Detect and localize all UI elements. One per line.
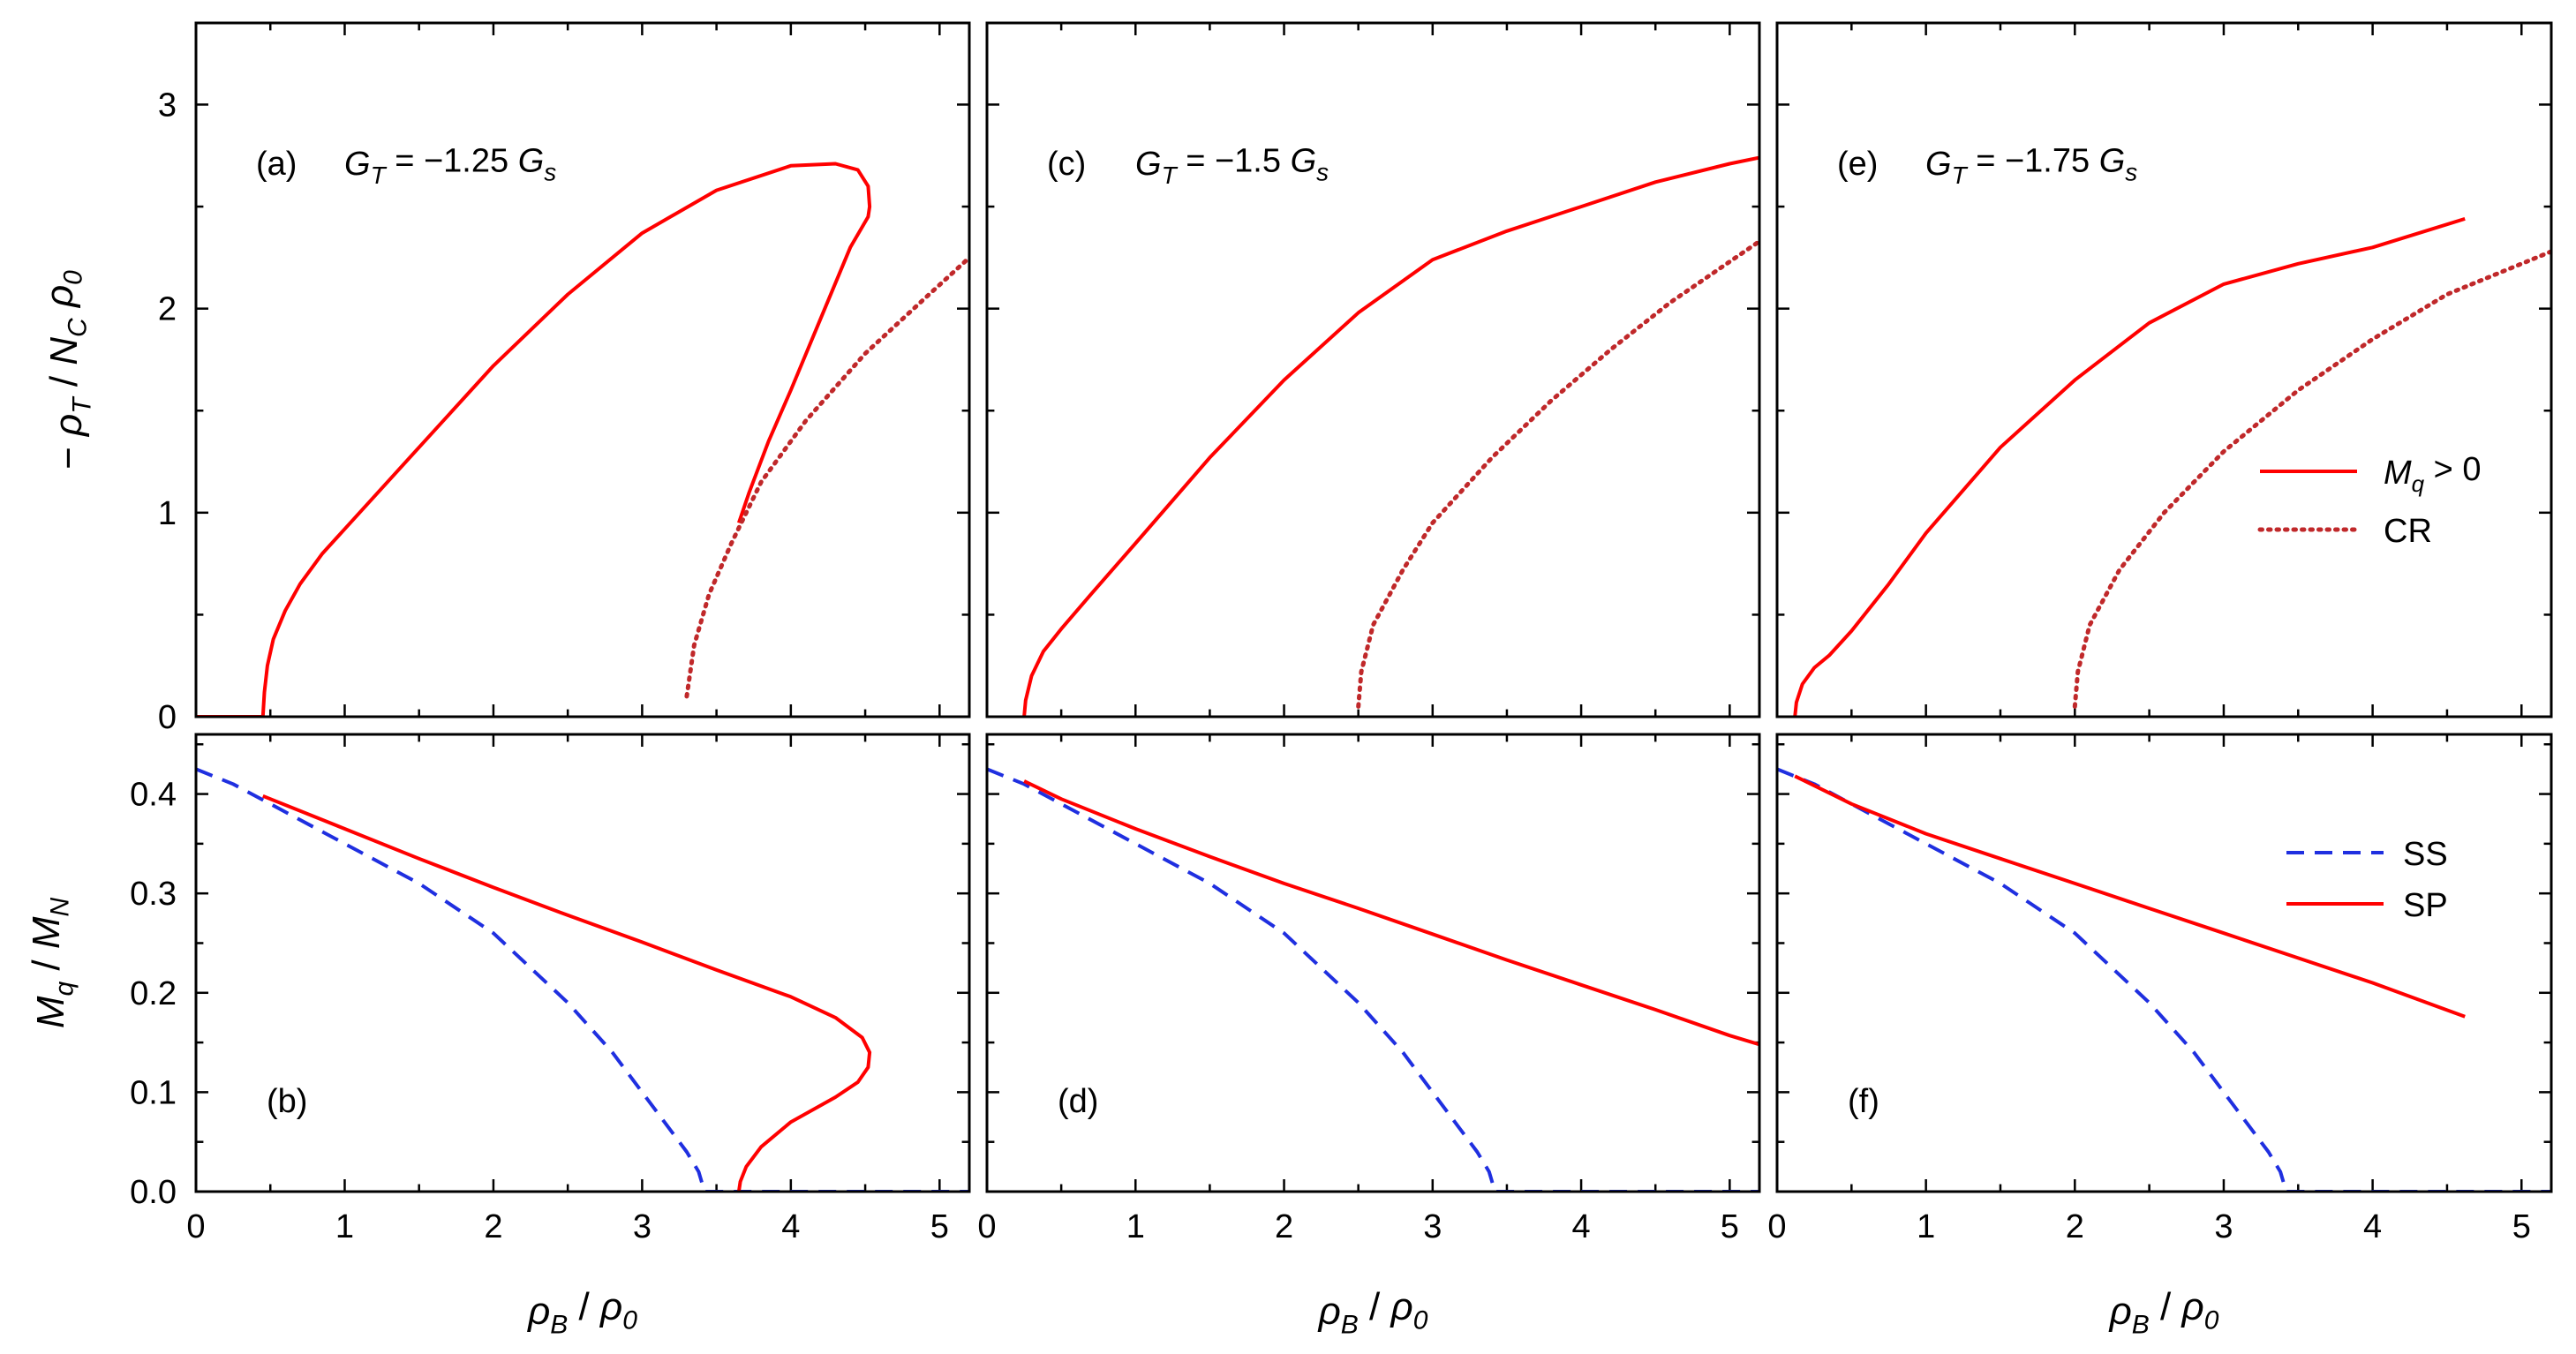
legend-sp-label: SP — [2403, 887, 2448, 924]
panel-c-series-mq-0 — [1022, 155, 1759, 717]
x-tick-label: 2 — [1275, 1208, 1293, 1245]
panel-c-curves — [1022, 155, 1759, 717]
bottom-legend: SS SP — [2286, 836, 2448, 924]
x-tick-label: 4 — [781, 1208, 800, 1245]
x-tick-label: 1 — [335, 1208, 354, 1245]
legend-mq-label: Mq​ > 0 — [2384, 451, 2482, 497]
panel-e-title: GT​ = −1.75 Gs​ — [1925, 143, 2137, 189]
panel-a-title: GT​ = −1.25 Gs​ — [344, 143, 556, 189]
x-tick-label: 3 — [633, 1208, 652, 1245]
panel-b-curves — [196, 767, 969, 1192]
panel-f-label: (f) — [1848, 1083, 1879, 1120]
panel-b-series-sp — [262, 794, 872, 1192]
top-y-axis-label: − ρT​ / NC​ ρ0​ — [38, 270, 96, 470]
x-tick-label: 3 — [2214, 1208, 2233, 1245]
panel-a-plot-area: 0 1 2 3 (a) GT​ = −1.25 Gs​ — [158, 21, 971, 736]
y-tick-label: 3 — [158, 87, 177, 124]
panel-a-curves — [196, 162, 969, 717]
panel-d-x-axis-label: ρB​ / ρ0​ — [1317, 1285, 1428, 1339]
y-tick-label: 0.1 — [130, 1074, 177, 1111]
legend-ss-label: SS — [2403, 836, 2448, 873]
x-tick-label: 2 — [2066, 1208, 2084, 1245]
y-tick-label: 1 — [158, 495, 177, 532]
panel-c-label: (c) — [1047, 146, 1086, 183]
y-tick-label: 0.2 — [130, 975, 177, 1012]
top-legend: Mq​ > 0 CR — [2257, 451, 2482, 550]
panel-c-plot-area: (c) GT​ = −1.5 Gs​ — [985, 21, 1761, 718]
x-tick-label: 3 — [1423, 1208, 1442, 1245]
x-tick-label: 5 — [930, 1208, 949, 1245]
y-tick-label: 0 — [158, 699, 177, 736]
x-tick-label: 0 — [186, 1208, 205, 1245]
y-tick-label: 2 — [158, 291, 177, 328]
x-tick-label: 5 — [2512, 1208, 2531, 1245]
panel-e-series-cr — [2072, 249, 2551, 709]
x-tick-label: 4 — [1572, 1208, 1591, 1245]
panel-d-frame — [985, 733, 1761, 1193]
y-tick-label: 0.3 — [130, 876, 177, 913]
x-tick-label: 1 — [1126, 1208, 1145, 1245]
x-tick-label: 0 — [1767, 1208, 1786, 1245]
panel-e-frame — [1775, 21, 2553, 718]
panel-e-plot-area: (e) GT​ = −1.75 Gs​ — [1775, 21, 2553, 718]
panel-f-series-sp — [1794, 774, 2466, 1019]
x-tick-label: 1 — [1917, 1208, 1935, 1245]
panel-b-plot-area: 0 1 2 3 4 5 0.0 0.1 0.2 0.3 0.4 (b) ρB​ / ρ0​ — [130, 733, 971, 1340]
y-tick-label: 0.0 — [130, 1174, 177, 1211]
x-tick-label: 2 — [484, 1208, 502, 1245]
x-tick-label: 5 — [1721, 1208, 1739, 1245]
panel-d-label: (d) — [1058, 1083, 1098, 1120]
panel-f-frame — [1775, 733, 2553, 1193]
panel-a-frame — [194, 21, 971, 718]
panel-b-x-axis-label: ρB​ / ρ0​ — [526, 1285, 637, 1339]
bottom-y-axis-label: Mq​ / MN​ — [25, 897, 79, 1028]
panel-d-series-ss — [987, 767, 1759, 1192]
panel-a-series-mq-0 — [196, 162, 872, 717]
panel-d-curves — [987, 767, 1759, 1192]
panel-c-frame — [985, 21, 1761, 718]
legend-cr-label: CR — [2384, 513, 2432, 550]
panel-f-series-ss — [1777, 767, 2551, 1192]
panel-b-series-ss — [196, 767, 969, 1192]
panel-e-curves — [1793, 216, 2551, 717]
panel-d-plot-area: 0 1 2 3 4 5 (d) ρB​ / ρ0​ — [977, 733, 1761, 1340]
panel-f-curves — [1777, 767, 2551, 1192]
top-y-axis-label-group: − ρT​ / NC​ ρ0​ — [38, 270, 96, 470]
panel-b-frame — [194, 733, 971, 1193]
panel-a-label: (a) — [256, 146, 297, 183]
panel-e-label: (e) — [1837, 146, 1878, 183]
x-tick-label: 4 — [2363, 1208, 2382, 1245]
panel-f-x-axis-label: ρB​ / ρ0​ — [2108, 1285, 2219, 1339]
panel-b-label: (b) — [267, 1083, 307, 1120]
bottom-y-axis-label-group: Mq​ / MN​ — [25, 897, 79, 1028]
panel-a-series-cr — [684, 255, 969, 699]
panel-c-title: GT​ = −1.5 Gs​ — [1135, 143, 1329, 189]
panel-e-series-mq-0 — [1793, 216, 2466, 717]
panel-f-plot-area: 0 1 2 3 4 5 (f) ρB​ / ρ0​ — [1767, 733, 2553, 1340]
x-tick-label: 0 — [977, 1208, 996, 1245]
panel-c-series-cr — [1356, 238, 1759, 709]
panel-d-series-sp — [1023, 779, 1759, 1047]
y-tick-label: 0.4 — [130, 777, 177, 814]
